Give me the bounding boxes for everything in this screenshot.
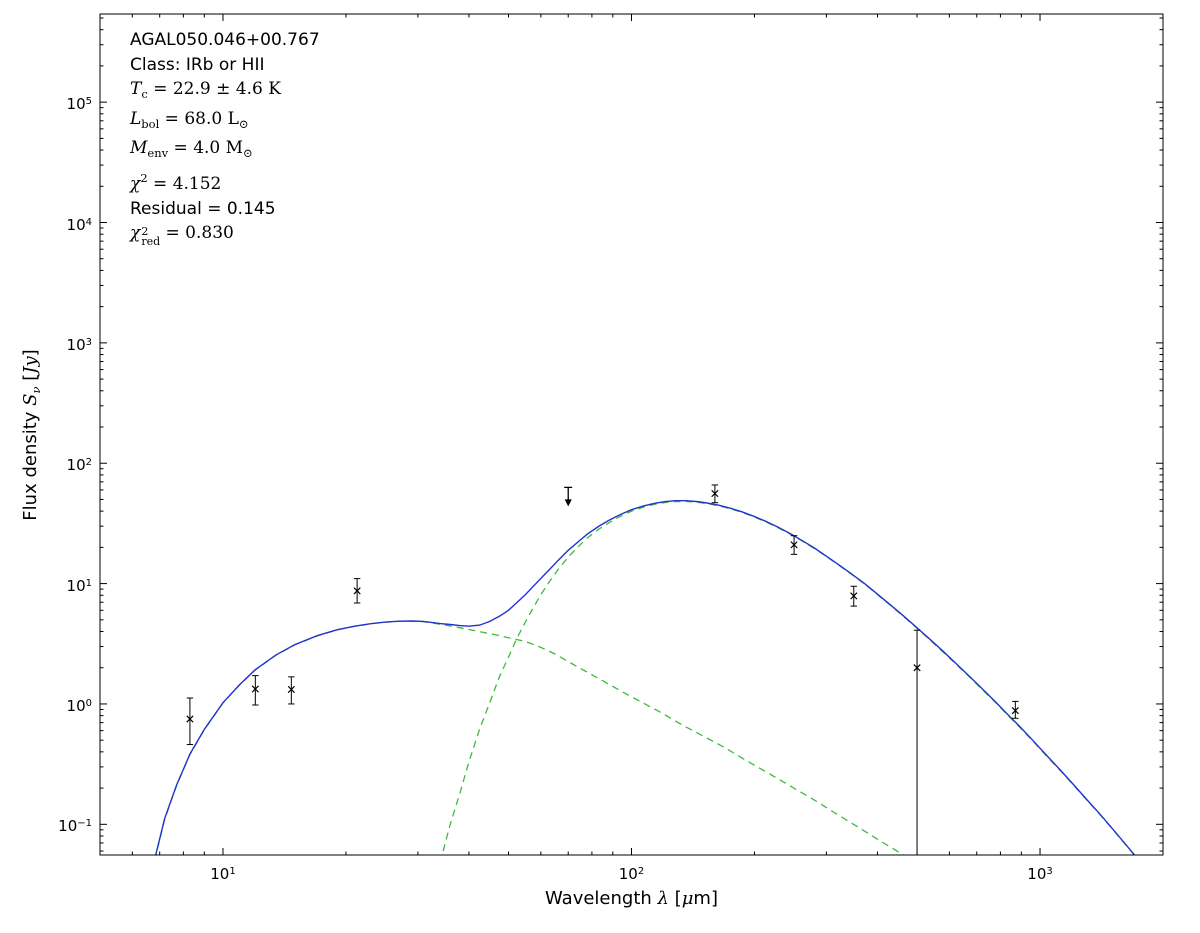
fit-info-source-name: AGAL050.046+00.767 [130,30,320,50]
y-tick-label: 10−1 [58,817,92,836]
y-axis-label: Flux density Sν [Jy] [20,348,43,521]
fit-info-class: Class: IRb or HII [130,54,265,75]
y-tick-label: 102 [66,456,92,475]
y-tick-label: 104 [66,215,92,234]
fit-info-chi-squared-reduced: χ 2 red = 0.830 [130,223,234,249]
fit-info-temperature: Tc = 22.9 ± 4.6 K [130,79,281,102]
fit-parameters-block: AGAL050.046+00.767 Class: IRb or HII Tc = … [130,28,320,248]
y-tick-label: 101 [66,576,92,595]
x-tick-label: 102 [618,865,645,883]
x-tick-label: 101 [210,865,236,883]
x-axis-label: Wavelength λ [μm] [545,888,718,909]
fit-info-luminosity: Lbol = 68.0 L⊙ [130,108,249,131]
fit-info-chi-squared: χ2 = 4.152 [130,170,222,194]
y-tick-label: 105 [66,95,92,114]
y-tick-label: 100 [66,696,92,715]
fit-info-residual: Residual = 0.145 [130,198,276,219]
fit-info-envelope-mass: Menv = 4.0 M⊙ [130,138,253,161]
x-tick-label: 103 [1027,865,1053,883]
y-tick-label: 103 [66,335,92,354]
